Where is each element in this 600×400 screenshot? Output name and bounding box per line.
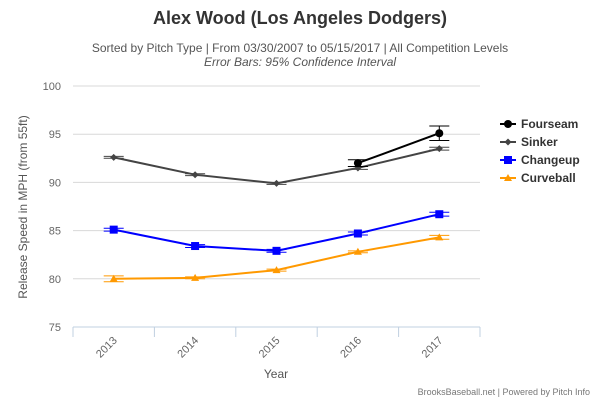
data-point <box>435 145 443 153</box>
legend-marker <box>504 174 512 181</box>
data-point <box>272 246 281 255</box>
series-line <box>357 132 440 165</box>
data-point <box>191 171 199 179</box>
x-tick-label: 2015 <box>257 335 283 361</box>
y-tick-label: 80 <box>49 274 61 286</box>
data-point <box>273 179 280 187</box>
y-axis-label: Release Speed in MPH (from 55ft) <box>16 115 30 298</box>
legend-label: Sinker <box>521 135 558 149</box>
chart-subtitle: Sorted by Pitch Type | From 03/30/2007 t… <box>92 41 508 55</box>
x-tick-label: 2017 <box>420 335 446 361</box>
legend-item-fourseam: Fourseam <box>500 117 578 131</box>
legend-label: Changeup <box>521 153 580 167</box>
data-point <box>435 233 444 241</box>
credit-text: BrooksBaseball.net | Powered by Pitch In… <box>418 387 590 397</box>
legend-item-sinker: Sinker <box>500 135 558 149</box>
data-point <box>272 266 281 274</box>
data-point <box>353 247 362 255</box>
chart-subtitle-error-bars: Error Bars: 95% Confidence Interval <box>204 55 396 69</box>
x-tick-label: 2014 <box>175 335 201 361</box>
series-curveball <box>103 233 450 283</box>
data-point <box>109 274 118 282</box>
legend-item-curveball: Curveball <box>500 171 576 185</box>
y-tick-label: 75 <box>49 322 61 334</box>
y-tick-label: 100 <box>43 81 61 93</box>
series-line <box>113 147 440 185</box>
data-point <box>191 273 200 281</box>
x-tick-label: 2013 <box>94 335 120 361</box>
series-fourseam <box>347 125 450 168</box>
x-axis-label: Year <box>264 367 288 381</box>
legend-label: Fourseam <box>521 117 578 131</box>
data-point <box>110 153 118 161</box>
legend-marker <box>504 138 512 146</box>
data-point <box>435 129 444 138</box>
data-point <box>109 225 118 234</box>
y-tick-label: 90 <box>49 177 61 189</box>
y-tick-label: 95 <box>49 129 61 141</box>
data-point <box>353 229 362 238</box>
x-tick-label: 2016 <box>338 335 364 361</box>
legend-item-changeup: Changeup <box>500 153 580 167</box>
chart-title: Alex Wood (Los Angeles Dodgers) <box>153 8 447 28</box>
series-changeup <box>103 210 450 255</box>
legend-label: Curveball <box>521 171 576 185</box>
legend-marker <box>504 120 512 128</box>
data-point <box>435 210 444 219</box>
series-sinker <box>103 145 450 187</box>
data-point <box>191 242 200 251</box>
legend-marker <box>504 156 512 164</box>
data-point <box>353 159 362 168</box>
y-tick-label: 85 <box>49 226 61 238</box>
